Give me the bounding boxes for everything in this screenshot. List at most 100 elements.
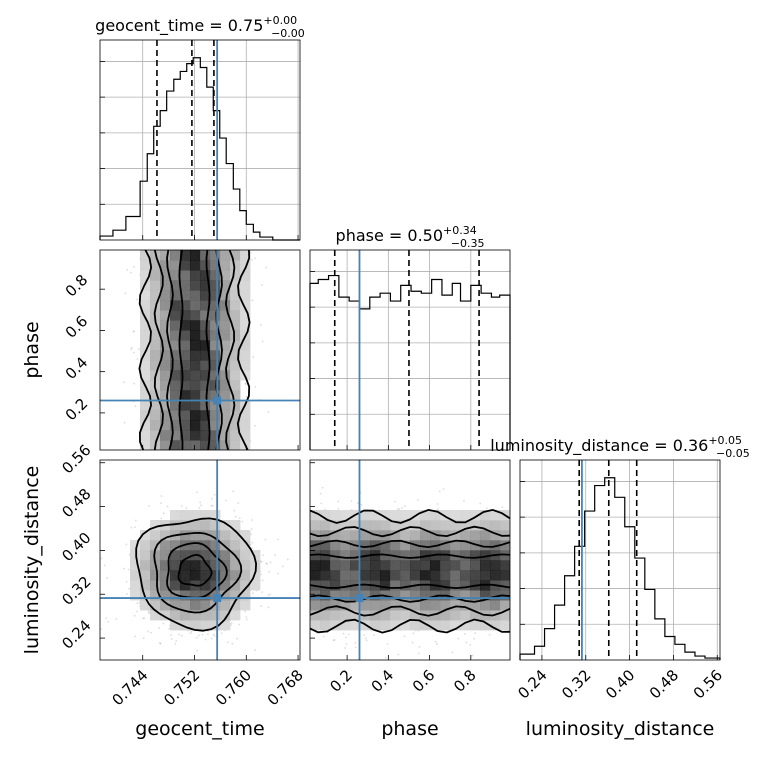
density-cell	[440, 520, 451, 531]
density-cell	[250, 570, 261, 581]
density-cell	[440, 570, 451, 581]
sample-point	[196, 649, 198, 652]
density-cell	[140, 330, 151, 341]
density-cell	[140, 360, 151, 371]
density-cell	[190, 600, 201, 611]
density-cell	[210, 530, 221, 541]
density-cell	[320, 600, 331, 611]
density-cell	[190, 610, 201, 621]
density-cell	[420, 530, 431, 541]
density-cell	[450, 610, 461, 621]
density-cell	[390, 550, 401, 561]
density-cell	[210, 560, 221, 571]
density-cell	[150, 420, 161, 431]
density-cell	[200, 310, 211, 321]
density-cell	[340, 580, 351, 591]
density-cell	[180, 370, 191, 381]
sample-point	[130, 526, 133, 529]
density-cell	[230, 290, 241, 301]
density-cell	[200, 340, 211, 351]
sample-point	[436, 503, 439, 505]
sample-point	[281, 565, 284, 568]
density-cell	[370, 570, 381, 581]
sample-point	[237, 502, 240, 504]
sample-point	[241, 520, 244, 523]
density-cell	[190, 430, 201, 441]
density-cell	[170, 420, 181, 431]
density-cell	[480, 590, 491, 601]
sample-point	[411, 641, 414, 644]
y-tick-label: 0.2	[62, 395, 92, 425]
density-cell	[310, 560, 321, 571]
density-cell	[160, 340, 171, 351]
density-cell	[480, 620, 491, 631]
density-cell	[200, 440, 211, 450]
sample-point	[344, 647, 347, 649]
density-cell	[200, 510, 211, 521]
density-cell	[140, 530, 151, 541]
density-cell	[360, 520, 371, 531]
density-cell	[410, 570, 421, 581]
density-cell	[160, 430, 171, 441]
density-cell	[180, 350, 191, 361]
density-cell	[310, 570, 321, 581]
sample-point	[333, 639, 336, 641]
density-cell	[190, 380, 201, 391]
density-cell	[490, 620, 501, 631]
density-cell	[200, 320, 211, 331]
panel-luminosity-distance-vs-phase	[309, 459, 511, 661]
density-cell	[200, 260, 211, 271]
density-cell	[140, 570, 151, 581]
sample-point	[474, 632, 477, 635]
sample-point	[206, 633, 209, 636]
sample-point	[138, 602, 141, 604]
density-cell	[150, 520, 161, 531]
density-cell	[180, 400, 191, 411]
density-cell	[230, 530, 241, 541]
density-cell	[180, 520, 191, 531]
density-cell	[400, 510, 411, 521]
density-cell	[240, 350, 251, 361]
density-cell	[150, 530, 161, 541]
panel-luminosity-distance-vs-geocent-time	[99, 459, 301, 661]
density-cell	[420, 550, 431, 561]
x-tick-label: 0.768	[264, 666, 307, 709]
density-cell	[430, 510, 441, 521]
sample-point	[162, 512, 165, 515]
density-cell	[340, 620, 351, 631]
density-cell	[200, 420, 211, 431]
density-cell	[220, 590, 231, 601]
sample-point	[342, 632, 345, 635]
density-cell	[320, 540, 331, 551]
density-cell	[490, 590, 501, 601]
contour-line	[310, 508, 510, 634]
density-cell	[160, 290, 171, 301]
sample-point	[148, 504, 150, 507]
sample-point	[197, 634, 200, 637]
density-cell	[150, 410, 161, 421]
sample-point	[265, 266, 268, 269]
density-cell	[190, 360, 201, 371]
density-cell	[400, 540, 411, 551]
density-cell	[140, 310, 151, 321]
density-cell	[160, 550, 171, 561]
sample-point	[128, 587, 131, 590]
density-cell	[170, 370, 181, 381]
sample-point	[130, 348, 133, 350]
x-tick-label: 0.24	[514, 666, 550, 702]
x-tick-label: 0.6	[409, 666, 439, 696]
density-cell	[200, 550, 211, 561]
density-cell	[470, 590, 481, 601]
sample-point	[435, 643, 438, 645]
density-cell	[340, 540, 351, 551]
sample-point	[135, 610, 138, 613]
density-cell	[400, 570, 411, 581]
density-cell	[220, 440, 231, 450]
ylabel-phase: phase	[21, 321, 43, 378]
density-cell	[210, 610, 221, 621]
density-cell	[200, 580, 211, 591]
density-cell	[360, 570, 371, 581]
density-cell	[160, 390, 171, 401]
sample-point	[125, 581, 128, 583]
density-cell	[410, 620, 421, 631]
